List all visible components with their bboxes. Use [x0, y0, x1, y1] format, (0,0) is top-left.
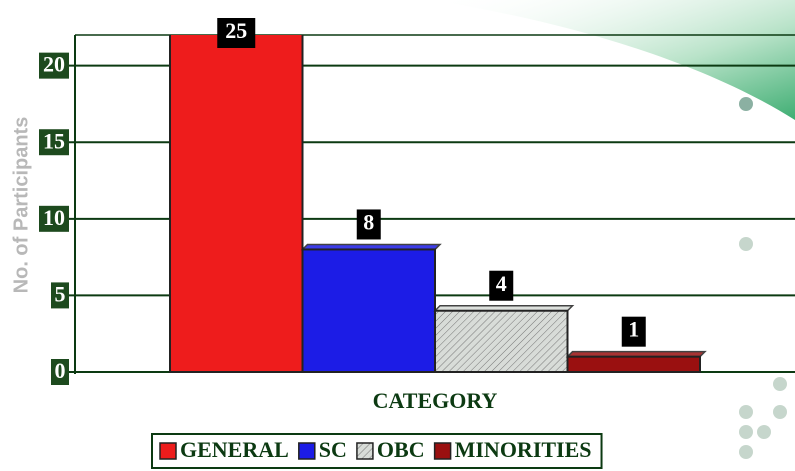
bar: [434, 309, 569, 373]
y-tick-box: [39, 52, 69, 79]
legend-swatch: [356, 442, 374, 460]
value-label-box: [621, 316, 646, 347]
y-tick-box: [51, 282, 69, 309]
legend-swatch: [298, 442, 316, 460]
legend-label: OBC: [377, 437, 425, 462]
decor-dot: [739, 237, 753, 251]
value-label: 1: [628, 317, 639, 342]
legend-label: SC: [319, 437, 347, 462]
y-tick-box: [51, 359, 69, 385]
y-tick-box: [39, 129, 69, 156]
legend-label: GENERAL: [180, 437, 289, 462]
y-tick-label: 0: [55, 358, 66, 383]
y-tick-label: 20: [43, 52, 65, 77]
legend: GENERAL SC OBC MINORITIES: [151, 433, 603, 469]
legend-label: MINORITIES: [455, 437, 592, 462]
y-axis-label: No. of Participants: [10, 117, 32, 294]
legend-frame: [151, 433, 603, 469]
legend-swatch: [159, 442, 177, 460]
value-label-box: [356, 209, 381, 240]
x-axis-label: CATEGORY: [373, 388, 498, 413]
background-swoosh: [430, 0, 795, 120]
value-label: 25: [225, 18, 247, 43]
bars: [169, 35, 707, 374]
legend-swatch: [433, 442, 452, 460]
bar: [566, 355, 701, 374]
value-label-box: [217, 18, 256, 48]
y-tick-box: [39, 205, 69, 232]
y-tick-label: 5: [55, 281, 66, 306]
decor-dots: [739, 377, 787, 459]
y-tick-label: 10: [43, 205, 65, 230]
decor-dot: [739, 97, 753, 111]
value-label-box: [489, 270, 514, 301]
bar: [301, 248, 436, 373]
y-tick-label: 15: [43, 128, 65, 153]
value-label: 8: [363, 210, 374, 235]
value-label: 4: [496, 271, 507, 296]
bar: [169, 35, 304, 374]
